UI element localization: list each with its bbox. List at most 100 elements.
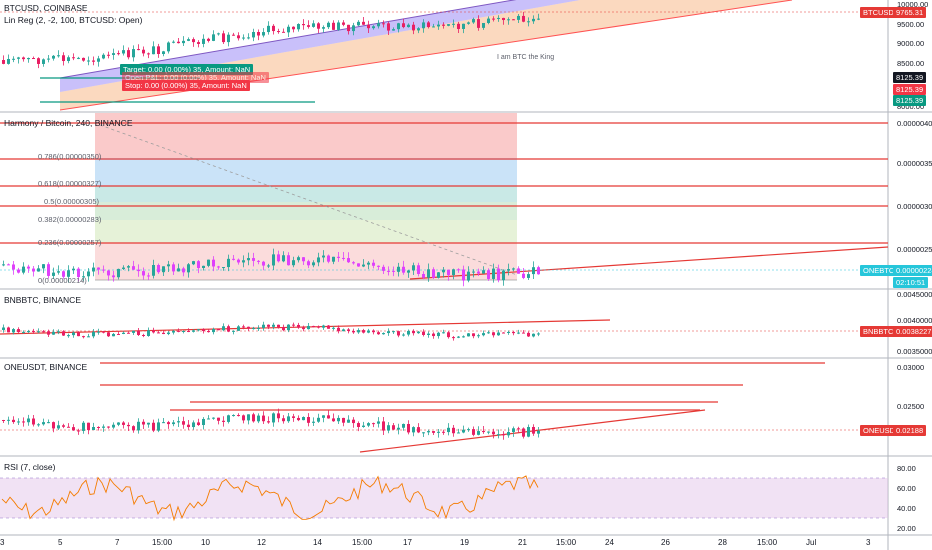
candle-body bbox=[242, 260, 245, 263]
stop-label[interactable]: Stop: 0.00 (0.00%) 35, Amount: NaN bbox=[122, 80, 250, 91]
onebtc-symbol-tag[interactable]: ONEBTC bbox=[860, 265, 898, 276]
one-price-tag[interactable]: 0.02188 bbox=[893, 425, 927, 436]
candle-body bbox=[182, 421, 185, 425]
candle-body bbox=[47, 264, 50, 276]
fib-label-0382: 0.382(0.00000283) bbox=[38, 215, 102, 224]
y-tick: 0.00000350 bbox=[897, 159, 932, 168]
candle-body bbox=[437, 24, 440, 27]
candle-body bbox=[527, 274, 530, 278]
target-label[interactable]: Target: 0.00 (0.00%) 35, Amount: NaN bbox=[120, 64, 254, 75]
candle-body bbox=[207, 38, 210, 41]
candle-body bbox=[402, 334, 405, 336]
candle-body bbox=[32, 331, 35, 333]
candle-body bbox=[287, 416, 290, 422]
candle-body bbox=[62, 331, 65, 336]
candle-body bbox=[422, 274, 425, 278]
candle-body bbox=[317, 326, 320, 328]
candle-body bbox=[197, 42, 200, 44]
linreg-indicator-label[interactable]: Lin Reg (2, -2, 100, BTCUSD: Open) bbox=[4, 15, 143, 25]
candle-body bbox=[167, 264, 170, 267]
bnb-price-tag[interactable]: 0.0038227 bbox=[893, 326, 932, 337]
candle-body bbox=[412, 427, 415, 433]
candle-body bbox=[347, 24, 350, 32]
candle-body bbox=[212, 417, 215, 419]
ref-tag-2: 8125.39 bbox=[893, 84, 927, 95]
x-tick: 3 bbox=[866, 538, 871, 547]
open-pnl-label[interactable]: Open P&L: 0.00 (0.00%) 35, Amount: NaN bbox=[122, 72, 269, 83]
candle-body bbox=[107, 332, 110, 337]
x-tick: 26 bbox=[661, 538, 670, 547]
candle-body bbox=[322, 415, 325, 418]
candle-body bbox=[272, 413, 275, 423]
candle-body bbox=[172, 264, 175, 272]
candle-body bbox=[217, 328, 220, 331]
candle-body bbox=[312, 421, 315, 423]
candle-body bbox=[357, 263, 360, 267]
ref-tag-1: 8125.39 bbox=[893, 72, 927, 83]
x-tick: Jul bbox=[806, 538, 817, 547]
candle-body bbox=[12, 264, 15, 270]
candle-body bbox=[432, 26, 435, 28]
candle-body bbox=[112, 424, 115, 428]
candle-body bbox=[247, 326, 250, 329]
candle-body bbox=[517, 268, 520, 274]
candle-body bbox=[537, 430, 540, 434]
candle-body bbox=[62, 55, 65, 62]
candle-body bbox=[267, 421, 270, 423]
candle-body bbox=[412, 265, 415, 271]
candle-body bbox=[212, 259, 215, 267]
fib-label-05: 0.5(0.00000305) bbox=[44, 197, 100, 206]
btc-symbol-tag[interactable]: BTCUSD bbox=[860, 7, 897, 18]
candle-body bbox=[82, 336, 85, 338]
onebtc-price-tag[interactable]: 0.00000224 bbox=[893, 265, 932, 276]
candle-body bbox=[217, 417, 220, 421]
candle-body bbox=[127, 50, 130, 58]
candle-body bbox=[452, 269, 455, 276]
candle-body bbox=[137, 421, 140, 431]
candle-body bbox=[392, 331, 395, 333]
candle-body bbox=[62, 271, 65, 277]
candle-body bbox=[497, 268, 500, 281]
one-symbol-tag[interactable]: ONEUSDT bbox=[860, 425, 903, 436]
candle-body bbox=[507, 269, 510, 271]
candle-body bbox=[272, 324, 275, 327]
candle-body bbox=[182, 40, 185, 44]
candle-body bbox=[12, 419, 15, 423]
x-tick: 5 bbox=[58, 538, 63, 547]
candle-body bbox=[42, 264, 45, 269]
candle-body bbox=[157, 332, 160, 334]
candle-body bbox=[177, 41, 180, 44]
candle-body bbox=[2, 420, 5, 421]
candle-body bbox=[387, 270, 390, 272]
candle-body bbox=[492, 268, 495, 279]
candle-body bbox=[417, 331, 420, 334]
candle-body bbox=[202, 265, 205, 269]
candle-body bbox=[52, 272, 55, 276]
candle-body bbox=[162, 266, 165, 273]
btc-price-tag[interactable]: 9765.31 bbox=[893, 7, 927, 18]
candle-body bbox=[207, 259, 210, 266]
candle-body bbox=[127, 332, 130, 334]
candle-body bbox=[192, 261, 195, 265]
candle-body bbox=[367, 262, 370, 265]
candle-body bbox=[502, 17, 505, 21]
candle-body bbox=[267, 265, 270, 267]
candle-body bbox=[132, 49, 135, 58]
candle-body bbox=[82, 422, 85, 431]
candle-body bbox=[222, 33, 225, 43]
candle-body bbox=[227, 34, 230, 43]
bnb-symbol-tag[interactable]: BNBBTC bbox=[860, 326, 897, 337]
candle-body bbox=[197, 261, 200, 269]
candle-body bbox=[7, 58, 10, 64]
x-tick: 19 bbox=[460, 538, 469, 547]
candle-body bbox=[22, 266, 25, 273]
candle-body bbox=[302, 417, 305, 421]
candle-body bbox=[2, 60, 5, 64]
candle-body bbox=[517, 332, 520, 334]
candle-body bbox=[227, 326, 230, 332]
candle-body bbox=[532, 333, 535, 337]
candle-body bbox=[537, 267, 540, 275]
candle-body bbox=[102, 54, 105, 59]
